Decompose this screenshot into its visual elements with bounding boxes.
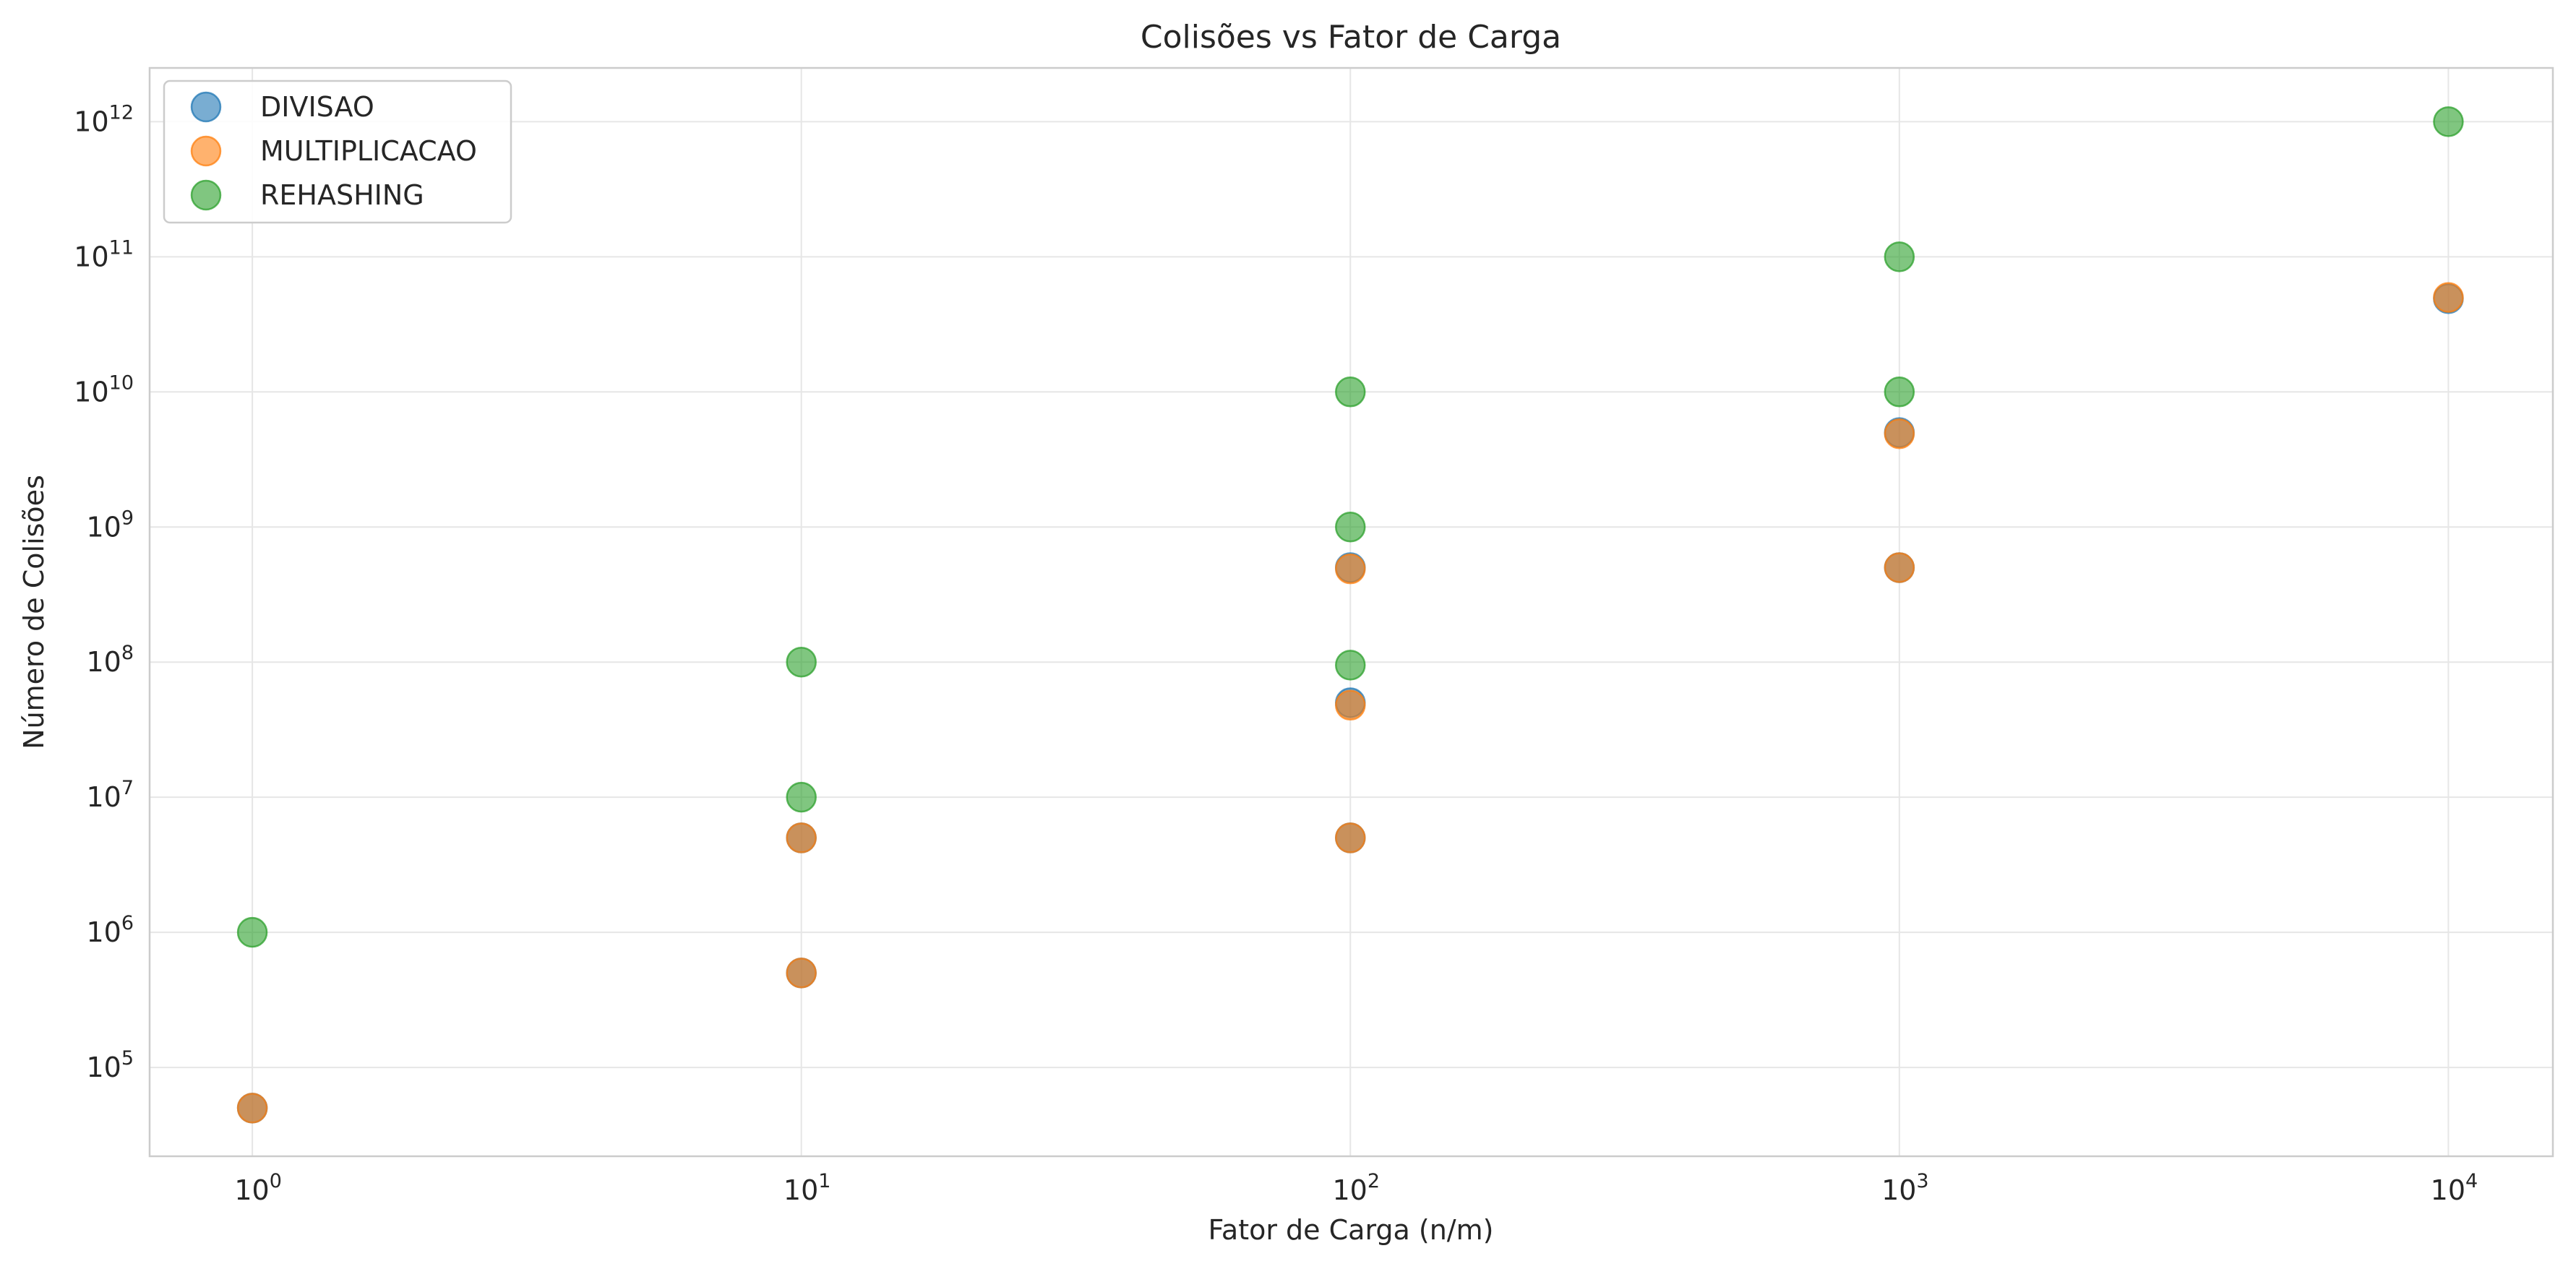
legend-marker xyxy=(190,91,222,123)
x-tick-label: 102 xyxy=(1332,1170,1380,1206)
data-point-rehashing xyxy=(1884,377,1915,408)
data-point-multiplicacao xyxy=(1335,822,1366,853)
x-tick-label: 103 xyxy=(1881,1170,1929,1206)
chart-title: Colisões vs Fator de Carga xyxy=(1141,19,1561,56)
data-point-rehashing xyxy=(1335,650,1366,681)
legend-label: DIVISAO xyxy=(260,91,374,123)
y-tick-label: 105 xyxy=(86,1047,134,1083)
data-point-rehashing xyxy=(786,781,817,813)
data-point-rehashing xyxy=(1335,512,1366,543)
legend-frame xyxy=(163,79,512,224)
x-axis-label: Fator de Carga (n/m) xyxy=(1208,1214,1494,1246)
data-point-multiplicacao xyxy=(786,958,817,989)
y-tick-label: 1010 xyxy=(74,371,134,408)
tick-labels: 100 101 102 103 104 105 106 107 108 109 1010 1011 10… xyxy=(74,101,2478,1206)
y-tick-label: 108 xyxy=(86,642,134,678)
legend-label: MULTIPLICACAO xyxy=(260,135,477,167)
data-point-multiplicacao xyxy=(1335,553,1366,585)
data-point-rehashing xyxy=(786,646,817,678)
data-point-multiplicacao xyxy=(1884,418,1915,449)
data-point-multiplicacao xyxy=(236,1093,268,1124)
y-tick-label: 1011 xyxy=(74,236,134,272)
data-point-multiplicacao xyxy=(1335,689,1366,721)
legend-label: REHASHING xyxy=(260,179,424,211)
data-point-multiplicacao xyxy=(2433,282,2464,313)
legend-marker xyxy=(190,179,222,211)
data-point-rehashing xyxy=(236,916,268,948)
data-point-rehashing xyxy=(2433,106,2464,137)
legend: DIVISAO MULTIPLICACAO REHASHING xyxy=(163,79,512,224)
data-point-multiplicacao xyxy=(1884,552,1915,583)
x-tick-label: 101 xyxy=(783,1170,831,1206)
data-point-multiplicacao xyxy=(786,822,817,853)
y-tick-label: 109 xyxy=(86,507,134,543)
data-points xyxy=(236,106,2464,1124)
data-point-rehashing xyxy=(1884,241,1915,272)
y-tick-label: 107 xyxy=(86,777,134,813)
y-tick-label: 1012 xyxy=(74,101,134,137)
y-axis-label: Número de Colisões xyxy=(18,475,50,749)
y-tick-label: 106 xyxy=(86,912,134,948)
x-tick-label: 100 xyxy=(234,1170,282,1206)
legend-marker xyxy=(190,135,222,167)
x-tick-label: 104 xyxy=(2431,1170,2478,1206)
data-point-rehashing xyxy=(1335,377,1366,408)
plot-frame xyxy=(148,66,2554,1158)
